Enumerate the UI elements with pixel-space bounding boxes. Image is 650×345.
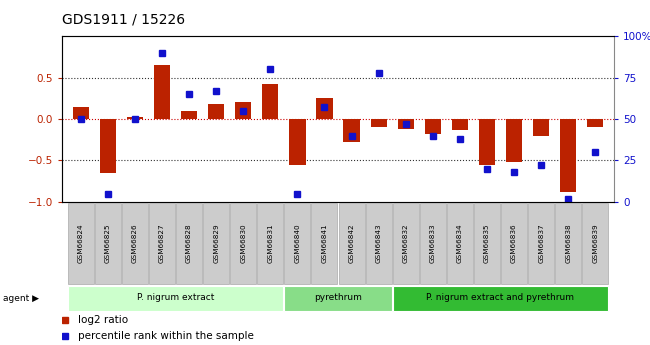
Bar [289, 119, 306, 165]
Bar [343, 119, 359, 142]
Bar [95, 203, 121, 284]
Bar [370, 119, 387, 127]
Text: GDS1911 / 15226: GDS1911 / 15226 [62, 12, 185, 26]
Text: GSM66824: GSM66824 [78, 224, 84, 263]
Bar [447, 203, 473, 284]
Bar [528, 203, 554, 284]
Bar [398, 119, 414, 129]
Bar [393, 286, 608, 311]
Text: percentile rank within the sample: percentile rank within the sample [79, 331, 254, 341]
Bar [285, 286, 391, 311]
Bar [452, 119, 468, 130]
Bar [582, 203, 608, 284]
Text: GSM66833: GSM66833 [430, 224, 436, 263]
Text: agent ▶: agent ▶ [3, 294, 39, 303]
Text: GSM66826: GSM66826 [132, 224, 138, 263]
Bar [127, 117, 143, 119]
Bar [506, 119, 522, 162]
Bar [560, 119, 577, 192]
Bar [99, 119, 116, 173]
Bar [285, 203, 311, 284]
Text: GSM66838: GSM66838 [566, 224, 571, 263]
Text: GSM66828: GSM66828 [186, 224, 192, 263]
Text: GSM66832: GSM66832 [403, 224, 409, 263]
Bar [424, 119, 441, 134]
Bar [420, 203, 446, 284]
Bar [73, 107, 89, 119]
Text: GSM66836: GSM66836 [511, 224, 517, 263]
Text: GSM66841: GSM66841 [322, 224, 328, 263]
Bar [181, 111, 197, 119]
Bar [154, 65, 170, 119]
Bar [317, 98, 333, 119]
Bar [587, 119, 603, 127]
Bar [230, 203, 256, 284]
Bar [474, 203, 500, 284]
Text: GSM66840: GSM66840 [294, 224, 300, 263]
Text: P. nigrum extract and pyrethrum: P. nigrum extract and pyrethrum [426, 293, 575, 302]
Bar [501, 203, 527, 284]
Bar [365, 203, 391, 284]
Text: GSM66825: GSM66825 [105, 224, 111, 263]
Text: GSM66835: GSM66835 [484, 224, 490, 263]
Bar [257, 203, 283, 284]
Bar [555, 203, 581, 284]
Bar [311, 203, 337, 284]
Bar [235, 102, 252, 119]
Bar [122, 203, 148, 284]
Bar [203, 203, 229, 284]
Text: log2 ratio: log2 ratio [79, 315, 129, 325]
Bar [339, 203, 365, 284]
Text: GSM66830: GSM66830 [240, 224, 246, 263]
Bar [208, 104, 224, 119]
Text: pyrethrum: pyrethrum [314, 293, 362, 302]
Text: GSM66829: GSM66829 [213, 224, 219, 263]
Bar [533, 119, 549, 136]
Text: GSM66837: GSM66837 [538, 224, 544, 263]
Bar [68, 286, 283, 311]
Text: GSM66827: GSM66827 [159, 224, 165, 263]
Bar [149, 203, 175, 284]
Text: GSM66834: GSM66834 [457, 224, 463, 263]
Bar [393, 203, 419, 284]
Bar [68, 203, 94, 284]
Bar [176, 203, 202, 284]
Text: GSM66842: GSM66842 [348, 224, 354, 263]
Bar [479, 119, 495, 165]
Text: GSM66831: GSM66831 [267, 224, 273, 263]
Text: GSM66839: GSM66839 [592, 224, 598, 263]
Bar [262, 84, 278, 119]
Text: P. nigrum extract: P. nigrum extract [136, 293, 214, 302]
Text: GSM66843: GSM66843 [376, 224, 382, 263]
